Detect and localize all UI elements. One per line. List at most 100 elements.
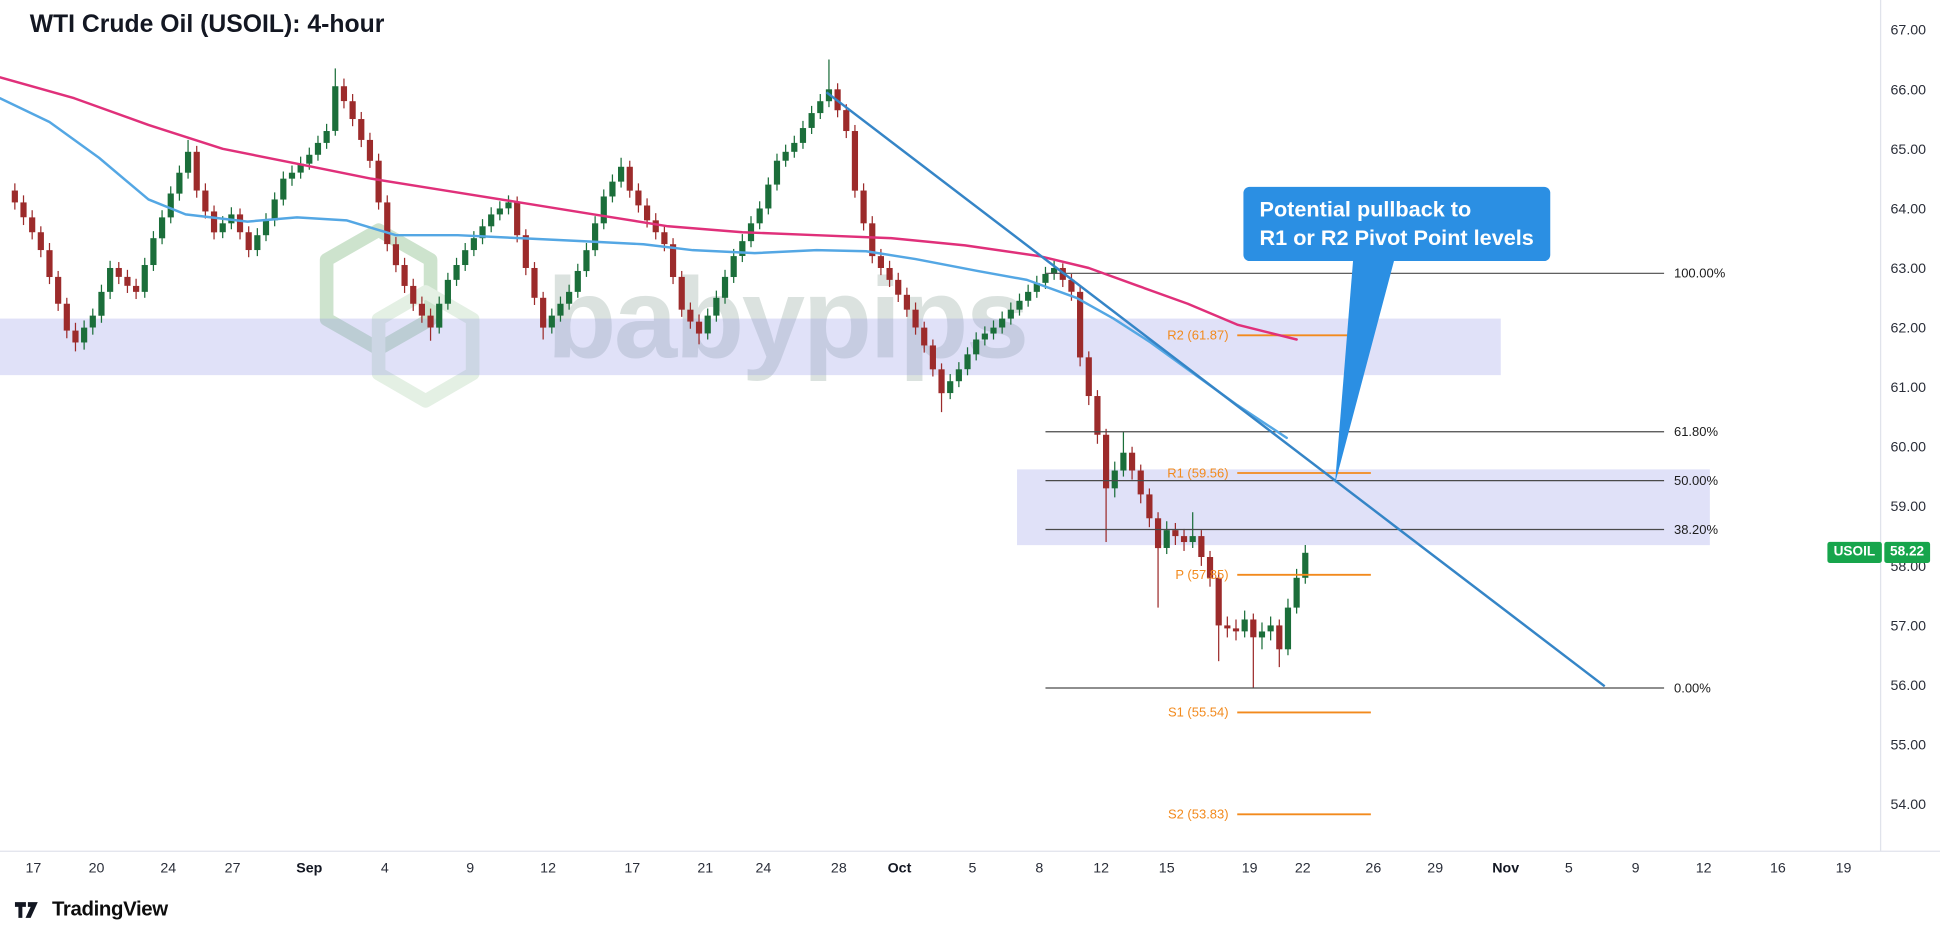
candle-body: [773, 160, 781, 185]
y-axis[interactable]: 67.00 66.00 65.00 64.00 63.00 62.00 61.00 60.00…: [1879, 0, 1927, 852]
candle-body: [63, 303, 70, 331]
y-axis-label: 67.00: [1891, 23, 1927, 39]
y-axis-label: 63.00: [1891, 261, 1927, 277]
ma-pink-line[interactable]: [0, 76, 1298, 341]
candle-body: [55, 276, 62, 304]
x-axis-label: 29: [1427, 860, 1443, 876]
candle-body: [739, 241, 746, 256]
pivot-points[interactable]: R2 (61.87) R1 (59.56) P (57.85) S1 (55.54) S…: [1167, 328, 1371, 822]
trendline[interactable]: [825, 91, 1606, 688]
x-axis-label: Sep: [296, 860, 322, 876]
highlight-zone[interactable]: [1017, 469, 1710, 546]
candle-body: [46, 250, 53, 278]
candle-body: [600, 196, 607, 224]
price-value-chip: 58.22: [1883, 542, 1931, 564]
x-axis-label: 15: [1159, 860, 1175, 876]
candle-body: [202, 190, 209, 212]
x-axis-label: 24: [160, 860, 176, 876]
candle-body: [557, 303, 564, 316]
candle-body: [375, 160, 382, 203]
candle-body: [1111, 470, 1118, 489]
candle-body: [1085, 357, 1092, 397]
candle-body: [366, 139, 374, 161]
x-axis-label: 9: [466, 860, 474, 876]
candle-body: [1250, 619, 1257, 638]
ma-blue-line[interactable]: [0, 96, 1288, 440]
x-axis-label: 24: [755, 860, 771, 876]
candle-body: [20, 202, 27, 218]
candle-body: [626, 166, 633, 191]
candle-body: [184, 151, 192, 173]
candle-body: [1232, 628, 1240, 632]
candle-body: [938, 369, 945, 394]
candle-body: [860, 190, 867, 224]
candle-body: [11, 190, 18, 203]
candle-body: [1077, 291, 1084, 358]
fib-retracement[interactable]: 100.00% 61.80% 50.00% 38.20% 0.00%: [1045, 266, 1726, 696]
candle-body: [392, 244, 400, 266]
candle-body: [643, 205, 651, 221]
candle-body: [1120, 452, 1127, 471]
tradingview-logo[interactable]: TradingView: [14, 898, 168, 922]
candle-body: [1206, 557, 1214, 578]
candle-body: [1051, 267, 1058, 274]
candle-body: [453, 265, 460, 280]
candle-body: [401, 265, 408, 286]
x-axis-label: 8: [1035, 860, 1043, 876]
candle-body: [799, 128, 807, 143]
candle-body: [254, 235, 261, 251]
y-axis-label: 55.00: [1891, 738, 1927, 754]
candle-body: [713, 297, 720, 316]
x-axis-label: 16: [1770, 860, 1786, 876]
candle-body: [522, 235, 529, 268]
candle-body: [1128, 452, 1136, 471]
candle-body: [990, 327, 997, 334]
candle-body: [158, 217, 166, 239]
x-axis-label: 20: [89, 860, 105, 876]
candle-body: [349, 101, 356, 120]
candle-body: [1137, 470, 1144, 495]
x-axis-label: Oct: [888, 860, 912, 876]
candle-body: [652, 220, 659, 233]
pivot-level-label: S2 (53.83): [1168, 807, 1229, 822]
highlight-zones[interactable]: [0, 318, 1710, 546]
candle-body: [1154, 518, 1162, 549]
pivot-level-label: R2 (61.87): [1167, 328, 1228, 343]
price-symbol-chip: USOIL: [1827, 542, 1882, 564]
candle-body: [903, 294, 910, 310]
candle-body: [687, 309, 694, 322]
candle-body: [531, 267, 538, 298]
candle-body: [332, 86, 339, 131]
candle-body: [210, 211, 218, 233]
candle-body: [271, 199, 278, 221]
candle-body: [1016, 300, 1023, 310]
candle-body: [695, 321, 703, 334]
candle-body: [1102, 434, 1110, 489]
y-axis-label: 61.00: [1891, 380, 1927, 396]
candle-body: [1258, 631, 1266, 638]
candle-body: [514, 202, 521, 236]
y-axis-label: 64.00: [1891, 201, 1927, 217]
fib-level-label: 0.00%: [1674, 680, 1711, 695]
y-axis-label: 66.00: [1891, 82, 1927, 98]
candle-body: [947, 381, 954, 394]
candle-body: [236, 214, 244, 233]
x-axis-label: 17: [624, 860, 640, 876]
pivot-level-label: S1 (55.54): [1168, 705, 1229, 720]
candle-body: [1163, 530, 1170, 548]
candle-body: [921, 327, 928, 346]
annotation-callout[interactable]: Potential pullback to R1 or R2 Pivot Poi…: [1243, 186, 1550, 262]
candle-body: [427, 315, 434, 328]
candle-body: [98, 291, 105, 316]
x-axis-label: 19: [1242, 860, 1258, 876]
x-axis[interactable]: 17 20 24 27 Sep 4 9 12 17 21 24 28 Oct 5 8 12 15 19 22 26 29…: [0, 850, 1940, 876]
candle-body: [124, 276, 131, 286]
highlight-zone[interactable]: [0, 318, 1501, 376]
watermark-text: babypips: [546, 255, 1029, 382]
last-price-label: USOIL 58.22: [1827, 542, 1931, 564]
candle-body: [280, 178, 287, 200]
tradingview-logo-icon: [14, 902, 38, 918]
y-axis-label: 60.00: [1891, 440, 1927, 456]
